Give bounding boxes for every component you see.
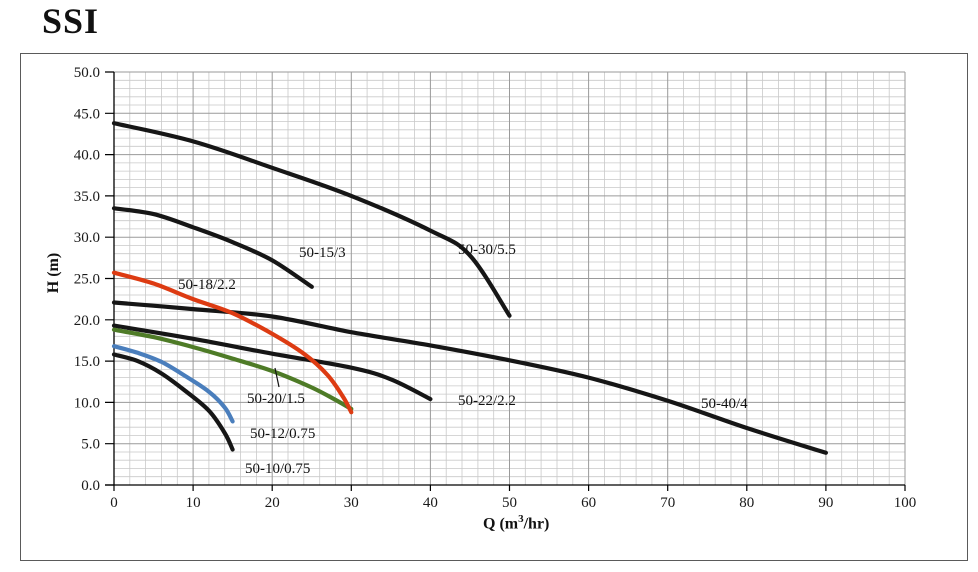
y-tick-label: 5.0 <box>81 437 100 453</box>
curve-label-50-12-0-75: 50-12/0.75 <box>250 426 315 442</box>
x-tick-label: 40 <box>423 495 438 511</box>
y-tick-label: 0.0 <box>81 478 100 494</box>
y-tick-label: 25.0 <box>74 272 100 288</box>
curve-50-20-1-5 <box>111 327 354 412</box>
x-tick-label: 70 <box>660 495 675 511</box>
y-tick-label: 35.0 <box>74 189 100 205</box>
curve-50-10-0-75 <box>111 352 235 452</box>
page-title: SSI <box>42 1 100 41</box>
x-axis-title: Q (m3/hr) <box>483 513 549 533</box>
x-tick-label: 80 <box>739 495 754 511</box>
x-tick-label: 100 <box>894 495 917 511</box>
curve-50-15-3 <box>111 206 314 289</box>
y-tick-label: 40.0 <box>74 148 100 164</box>
curve-label-50-10-0-75: 50-10/0.75 <box>245 461 310 477</box>
curve-50-12-0-75 <box>111 344 235 424</box>
curve-50-22-2-2 <box>111 323 433 402</box>
curve-50-40-4 <box>111 300 828 455</box>
x-tick-label: 10 <box>186 495 201 511</box>
y-tick-label: 45.0 <box>74 106 100 122</box>
x-tick-label: 0 <box>110 495 118 511</box>
x-axis-title-pre: Q (m <box>483 515 519 533</box>
y-tick-label: 10.0 <box>74 395 100 411</box>
curve-50-18-2-2 <box>111 270 354 415</box>
y-tick-label: 30.0 <box>74 230 100 246</box>
y-tick-label: 20.0 <box>74 313 100 329</box>
x-tick-label: 30 <box>344 495 359 511</box>
y-axis-title-text: H (m) <box>45 252 62 294</box>
y-tick-label: 50.0 <box>74 65 100 81</box>
curve-label-leader-line <box>274 367 280 388</box>
x-tick-label: 20 <box>265 495 280 511</box>
curve-label-50-20-1-5: 50-20/1.5 <box>247 391 305 407</box>
curve-50-30-5-5 <box>111 121 512 318</box>
y-tick-label: 15.0 <box>74 354 100 370</box>
x-tick-label: 90 <box>818 495 833 511</box>
axis-lines <box>105 72 905 486</box>
x-tick-label: 50 <box>502 495 517 511</box>
axis-tick-marks <box>105 71 906 491</box>
curve-label-50-18-2-2: 50-18/2.2 <box>178 277 236 293</box>
curve-label-50-22-2-2: 50-22/2.2 <box>458 393 516 409</box>
x-axis-title-post: /hr) <box>523 515 550 533</box>
curve-label-50-30-5-5: 50-30/5.5 <box>458 242 516 258</box>
x-axis-title-sup: 3 <box>518 513 524 525</box>
curve-label-50-40-4: 50-40/4 <box>701 396 748 412</box>
y-axis-title: H (m) <box>45 253 63 293</box>
curve-label-50-15-3: 50-15/3 <box>299 245 346 261</box>
x-tick-label: 60 <box>581 495 596 511</box>
